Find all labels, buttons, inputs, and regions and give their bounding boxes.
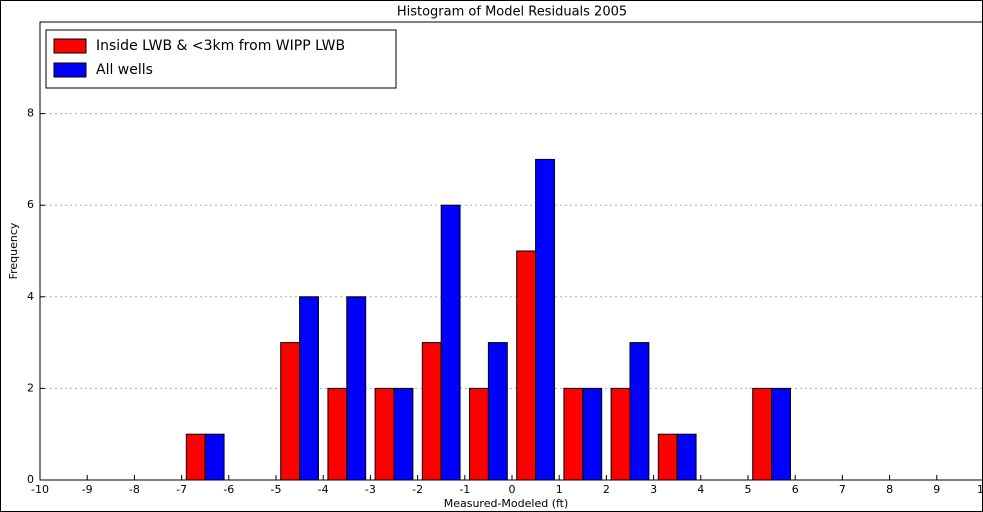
x-tick-label: 7 — [839, 483, 846, 496]
x-tick-label: 8 — [886, 483, 893, 496]
x-tick-label: -8 — [129, 483, 140, 496]
bar — [516, 250, 537, 481]
bar — [657, 433, 678, 481]
x-tick-label: 0 — [509, 483, 516, 496]
bar — [629, 342, 650, 481]
bar — [393, 387, 414, 481]
x-tick-label: 3 — [650, 483, 657, 496]
x-tick-label: 2 — [603, 483, 610, 496]
bar — [327, 387, 348, 481]
y-axis-label: Frequency — [7, 222, 20, 279]
legend-box — [45, 29, 397, 89]
x-tick-label: 4 — [697, 483, 704, 496]
x-tick-label: 5 — [745, 483, 752, 496]
legend-label: All wells — [96, 62, 153, 78]
legend-swatch — [53, 62, 87, 78]
x-tick-label: -1 — [459, 483, 470, 496]
bar — [440, 204, 461, 481]
x-tick-label: -9 — [82, 483, 93, 496]
bar — [771, 387, 791, 481]
legend-swatch — [53, 38, 87, 54]
y-tick-label: 0 — [27, 473, 34, 486]
x-tick-label: -4 — [318, 483, 329, 496]
y-tick-label: 4 — [27, 290, 34, 303]
legend-label: Inside LWB & <3km from WIPP LWB — [96, 38, 345, 54]
x-tick-label: -6 — [223, 483, 234, 496]
bar — [535, 158, 555, 481]
y-tick-label: 6 — [27, 198, 34, 211]
bar — [421, 342, 442, 481]
bar — [610, 387, 631, 481]
y-tick-label: 2 — [27, 381, 34, 394]
x-tick-label: -7 — [176, 483, 187, 496]
bar — [204, 433, 225, 481]
bar — [374, 387, 395, 481]
x-tick-label: 10 — [977, 483, 983, 496]
bar — [280, 342, 301, 481]
x-tick-label: -10 — [31, 483, 49, 496]
x-tick-label: -3 — [365, 483, 376, 496]
bar — [299, 296, 319, 481]
x-tick-label: 1 — [556, 483, 563, 496]
x-tick-label: 9 — [933, 483, 940, 496]
y-tick-label: 8 — [27, 107, 34, 120]
bar — [487, 342, 508, 481]
bar — [752, 387, 773, 481]
x-tick-label: -5 — [271, 483, 282, 496]
bar — [676, 433, 697, 481]
chart-title: Histogram of Model Residuals 2005 — [397, 5, 627, 20]
bar — [185, 433, 206, 481]
x-tick-label: -2 — [412, 483, 423, 496]
x-axis-label: Measured-Modeled (ft) — [444, 497, 569, 510]
x-tick-label: 6 — [792, 483, 799, 496]
bar — [563, 387, 584, 481]
bar — [346, 296, 367, 481]
legend: Inside LWB & <3km from WIPP LWB All wells — [45, 29, 397, 89]
bar — [582, 387, 603, 481]
plot-frame — [39, 21, 983, 481]
bar — [469, 387, 489, 481]
